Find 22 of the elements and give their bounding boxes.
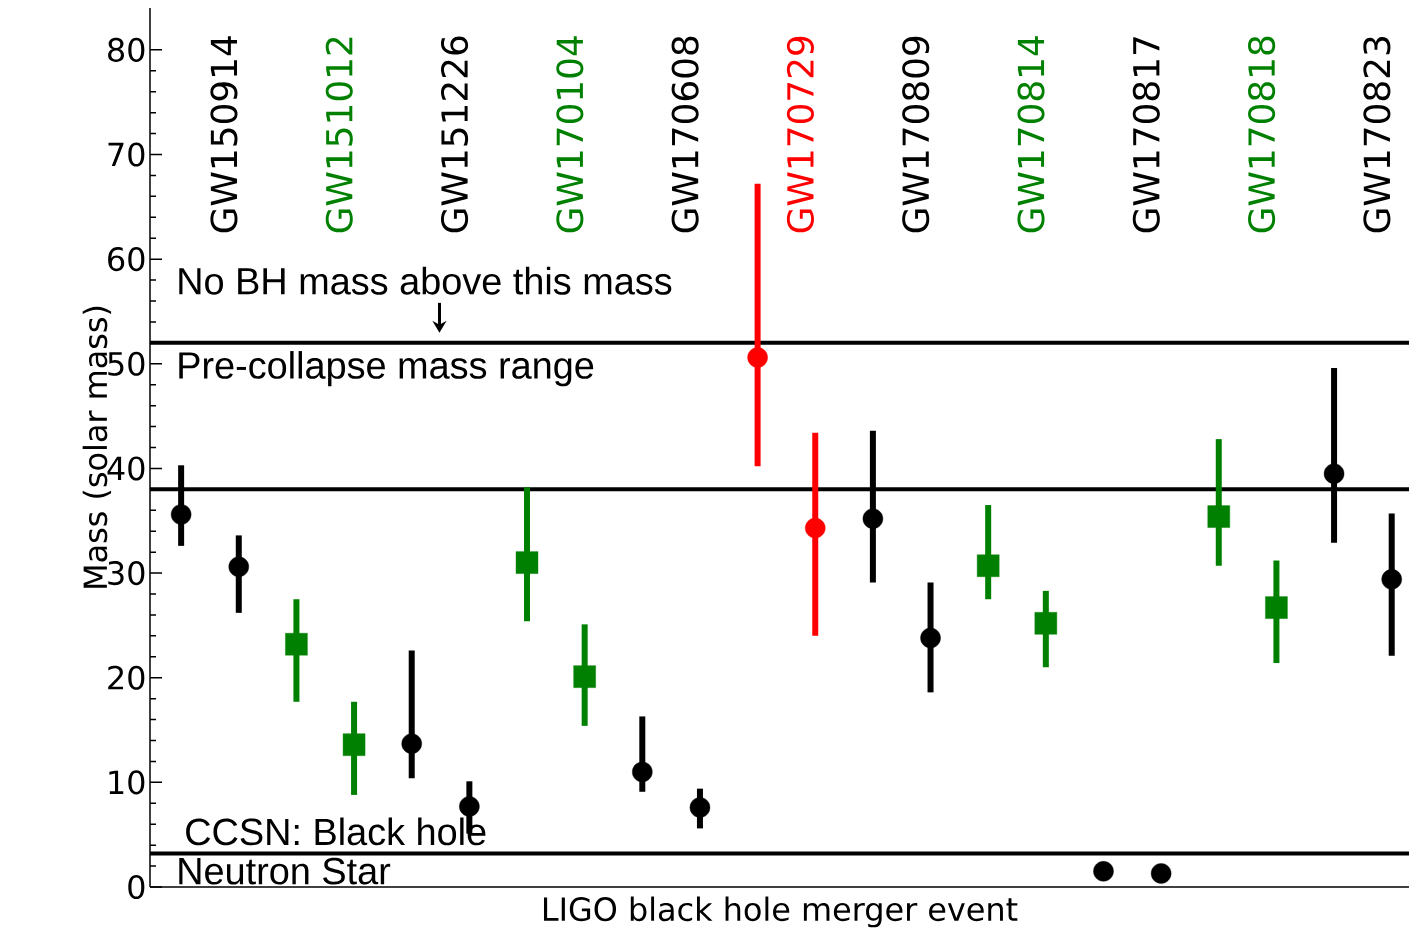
x-tick-label: GW151012 [325, 37, 353, 233]
x-tick-label: GW170823 [1363, 37, 1391, 233]
y-tick-label: 20 [108, 665, 145, 690]
x-tick-label: GW170817 [1132, 37, 1160, 233]
x-tick-label: GW170809 [902, 36, 930, 233]
x-tick-label: GW170818 [1248, 36, 1276, 233]
x-tick-label: GW170814 [1017, 36, 1045, 233]
y-tick-label: 10 [109, 770, 145, 795]
x-tick-label: GW150914 [210, 36, 238, 233]
y-tick-label: 60 [108, 247, 145, 272]
y-tick-label: 0 [128, 874, 145, 900]
x-tick-label: GW170729 [786, 36, 814, 233]
y-tick-label: 70 [108, 142, 145, 167]
x-axis-title: LIGO black hole merger event [543, 896, 1018, 928]
annotation: Neutron Star [179, 857, 391, 885]
annotation: Pre-collapse mass range [179, 351, 594, 387]
y-tick-label: 80 [108, 37, 145, 62]
annotation: No BH mass above this mass [179, 266, 672, 295]
x-tick-label: GW151226 [440, 36, 469, 233]
x-tick-label: GW170104 [556, 36, 584, 233]
ref-line-label: CCSN: Black hole [186, 817, 486, 846]
x-tick-label: GW170608 [671, 36, 699, 233]
